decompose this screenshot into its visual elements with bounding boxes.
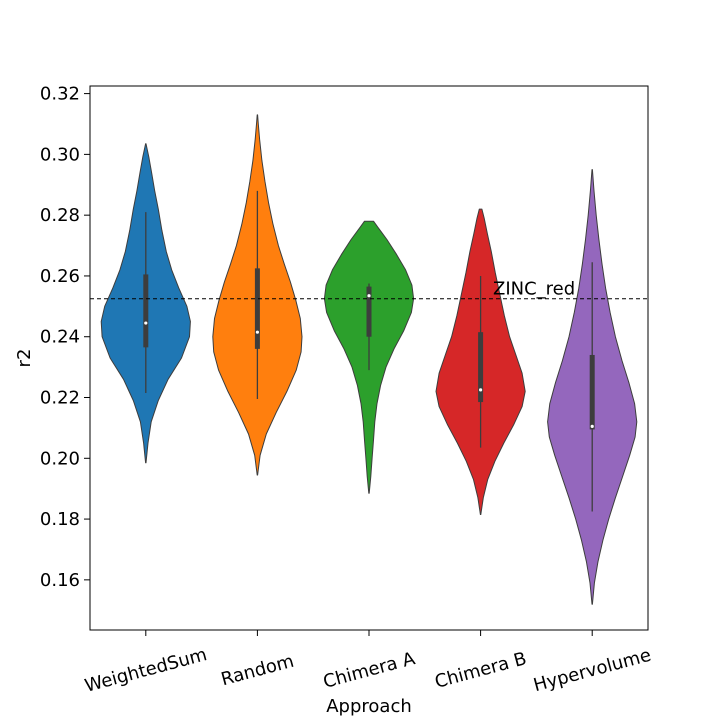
x-tick-label: WeightedSum [83, 644, 210, 697]
y-tick-label: 0.20 [40, 448, 80, 469]
y-tick-label: 0.26 [40, 266, 80, 287]
y-tick-label: 0.16 [40, 570, 80, 591]
violins-layer [100, 114, 638, 605]
y-tick-label: 0.18 [40, 509, 80, 530]
iqr-box-chimera-a [366, 286, 372, 337]
x-tick-label: Chimera A [321, 648, 418, 693]
y-tick-label: 0.22 [40, 388, 80, 409]
iqr-box-hypervolume [589, 354, 595, 430]
y-tick-label: 0.30 [40, 144, 80, 165]
median-dot-hypervolume [590, 424, 594, 428]
y-axis: 0.16 0.18 0.20 0.22 0.24 0.26 0.28 0.30 0.32 [40, 84, 90, 591]
x-tick-label: Chimera B [433, 648, 529, 693]
iqr-box-weightedsum [143, 274, 149, 348]
iqr-box-random [254, 268, 260, 349]
y-tick-label: 0.28 [40, 205, 80, 226]
reference-line-label: ZINC_red [493, 279, 575, 300]
y-tick-label: 0.32 [40, 84, 80, 105]
x-axis: WeightedSum Random Chimera A Chimera B Hyper… [83, 630, 653, 697]
median-dot-chimera-b [479, 388, 483, 392]
iqr-box-chimera-b [478, 332, 484, 403]
y-tick-label: 0.24 [40, 327, 80, 348]
x-axis-label: Approach [326, 696, 412, 717]
median-dot-random [255, 330, 259, 334]
median-dot-chimera-a [367, 294, 371, 298]
x-tick-label: Hypervolume [531, 645, 653, 697]
x-tick-label: Random [219, 651, 296, 691]
y-axis-label: r2 [14, 349, 35, 368]
median-dot-weightedsum [144, 321, 148, 325]
